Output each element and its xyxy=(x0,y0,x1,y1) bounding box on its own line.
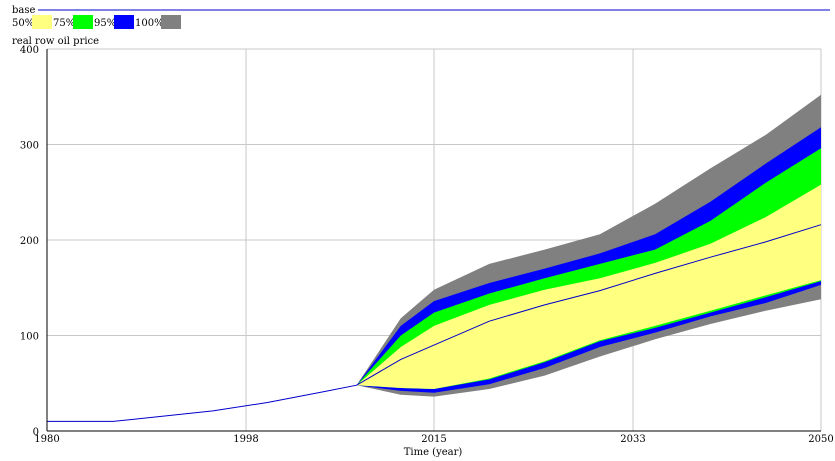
legend-label-50pct: 50% xyxy=(12,18,34,29)
legend-swatch-50pct xyxy=(32,15,52,29)
y-tick-label-100: 100 xyxy=(20,332,39,343)
x-tick-label-2015: 2015 xyxy=(421,434,446,445)
legend-swatch-75pct xyxy=(73,15,93,29)
y-tick-label-400: 400 xyxy=(20,45,39,56)
legend: base 50% 75% 95% 100% xyxy=(12,5,830,29)
y-tick-label-200: 200 xyxy=(20,236,39,247)
y-axis-label: real row oil price xyxy=(12,36,99,47)
legend-swatch-95pct xyxy=(114,15,134,29)
series-line-base xyxy=(47,224,822,422)
x-tick-label-2050: 2050 xyxy=(808,434,833,445)
base-line xyxy=(47,224,822,422)
y-tick-label-300: 300 xyxy=(20,141,39,152)
legend-swatch-100pct xyxy=(161,15,181,29)
band-50pct xyxy=(47,184,821,422)
x-axis-label: Time (year) xyxy=(404,447,463,458)
legend-label-75pct: 75% xyxy=(53,18,75,29)
x-tick-label-1980: 1980 xyxy=(34,434,59,445)
legend-run-name: base xyxy=(12,5,35,16)
band-areas xyxy=(47,94,821,422)
y-tick-label-0: 0 xyxy=(33,427,39,438)
x-tick-label-2033: 2033 xyxy=(620,434,645,445)
x-tick-label-1998: 1998 xyxy=(233,434,258,445)
axes: 0 100 200 300 400 1980 1998 2015 2033 2050 xyxy=(20,45,834,445)
legend-label-95pct: 95% xyxy=(94,18,116,29)
legend-label-100pct: 100% xyxy=(135,18,164,29)
